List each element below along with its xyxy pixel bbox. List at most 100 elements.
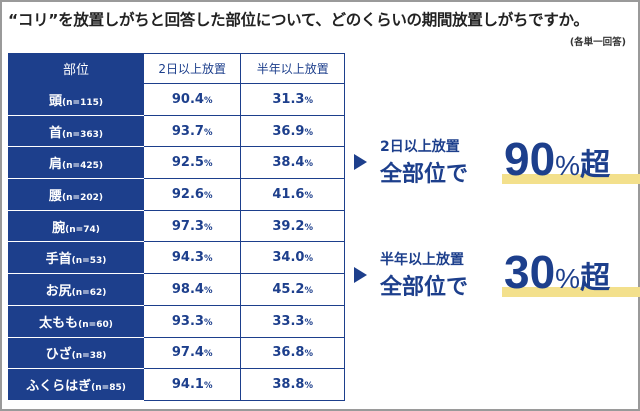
part-label: ふくらはぎ bbox=[26, 379, 92, 395]
part-label: お尻 bbox=[45, 283, 72, 299]
half-year-value: 36.9 bbox=[272, 123, 305, 139]
unit: % bbox=[304, 381, 313, 392]
half-year-value: 39.2 bbox=[272, 218, 305, 234]
two-day-cell: 93.3% bbox=[142, 304, 242, 338]
table-row: ふくらはぎ(n=85) 94.1% 38.8% bbox=[8, 368, 345, 401]
callout-scope: 全部位で bbox=[380, 162, 469, 187]
table-row: 肩(n=425) 92.5% 38.4% bbox=[8, 146, 345, 180]
triangle-arrow-icon bbox=[354, 267, 367, 283]
page-title: “コリ”を放置しがちと回答した部位について、どのくらいの期間放置しがちですか。 bbox=[8, 11, 589, 29]
table-row: 太もも(n=60) 93.3% 33.3% bbox=[8, 304, 345, 338]
sample-size: (n=53) bbox=[71, 256, 107, 267]
part-cell: 首(n=363) bbox=[8, 114, 144, 148]
table-row: 手首(n=53) 94.3% 34.0% bbox=[8, 241, 345, 275]
callout-figure: 30%超 bbox=[504, 249, 610, 295]
unit: % bbox=[203, 381, 213, 392]
two-day-value: 93.7 bbox=[171, 123, 204, 139]
unit: % bbox=[203, 254, 213, 265]
callout-scope: 全部位で bbox=[380, 275, 469, 300]
half-year-cell: 45.2% bbox=[240, 273, 345, 306]
part-label: 頭 bbox=[49, 93, 63, 109]
part-cell: ひざ(n=38) bbox=[8, 336, 144, 370]
part-cell: 太もも(n=60) bbox=[8, 304, 144, 338]
part-cell: 手首(n=53) bbox=[8, 241, 144, 275]
two-day-cell: 92.6% bbox=[142, 178, 242, 211]
half-year-value: 34.0 bbox=[272, 250, 305, 266]
table-row: 腕(n=74) 97.3% 39.2% bbox=[8, 209, 345, 243]
part-cell: ふくらはぎ(n=85) bbox=[8, 368, 144, 401]
two-day-value: 97.4 bbox=[171, 345, 204, 361]
unit: % bbox=[203, 190, 213, 201]
highlight-bar bbox=[502, 287, 640, 297]
part-label: 腰 bbox=[49, 188, 63, 204]
table-row: 首(n=363) 93.7% 36.9% bbox=[8, 114, 345, 148]
half-year-value: 38.8 bbox=[272, 377, 305, 393]
two-day-value: 93.3 bbox=[171, 313, 204, 329]
table-row: お尻(n=62) 98.4% 45.2% bbox=[8, 273, 345, 306]
column-header: 半年以上放置 bbox=[240, 53, 345, 84]
unit: % bbox=[203, 159, 213, 170]
part-label: 太もも bbox=[39, 315, 79, 331]
callout-over: 超 bbox=[580, 149, 611, 182]
part-cell: 腰(n=202) bbox=[8, 178, 144, 211]
half-year-cell: 39.2% bbox=[240, 209, 345, 243]
table-row: 頭(n=115) 90.4% 31.3% bbox=[8, 83, 345, 116]
half-year-cell: 33.3% bbox=[240, 304, 345, 338]
half-year-cell: 36.9% bbox=[240, 114, 345, 148]
two-day-value: 94.1 bbox=[171, 377, 204, 393]
two-day-cell: 97.4% bbox=[142, 336, 242, 370]
table-row: ひざ(n=38) 97.4% 36.8% bbox=[8, 336, 345, 370]
answer-note: (各単一回答) bbox=[569, 37, 626, 48]
two-day-cell: 97.3% bbox=[142, 209, 242, 243]
part-cell: 頭(n=115) bbox=[8, 83, 144, 116]
unit: % bbox=[203, 285, 213, 296]
unit: % bbox=[304, 95, 313, 106]
two-day-cell: 94.3% bbox=[142, 241, 242, 275]
callout-number: 90 bbox=[504, 133, 556, 185]
unit: % bbox=[203, 317, 213, 328]
unit: % bbox=[203, 127, 213, 138]
sample-size: (n=202) bbox=[62, 192, 103, 203]
half-year-value: 36.8 bbox=[272, 345, 305, 361]
half-year-value: 41.6 bbox=[272, 186, 305, 202]
column-header: 部位 bbox=[8, 53, 144, 84]
sample-size: (n=60) bbox=[78, 319, 113, 330]
half-year-cell: 34.0% bbox=[240, 241, 345, 275]
part-cell: お尻(n=62) bbox=[8, 273, 144, 306]
unit: % bbox=[304, 285, 313, 296]
sample-size: (n=74) bbox=[65, 224, 100, 235]
part-cell: 肩(n=425) bbox=[8, 146, 144, 180]
callout-number: 30 bbox=[504, 246, 556, 298]
part-cell: 腕(n=74) bbox=[8, 209, 144, 243]
two-day-value: 90.4 bbox=[171, 91, 204, 107]
triangle-arrow-icon bbox=[354, 154, 367, 170]
highlight-bar bbox=[502, 174, 640, 184]
part-label: ひざ bbox=[45, 347, 72, 363]
half-year-value: 31.3 bbox=[272, 91, 305, 107]
part-label: 腕 bbox=[52, 220, 66, 236]
part-label: 手首 bbox=[45, 252, 72, 268]
unit: % bbox=[304, 222, 313, 233]
half-year-value: 38.4 bbox=[272, 155, 305, 171]
two-day-cell: 92.5% bbox=[142, 146, 242, 180]
unit: % bbox=[203, 95, 213, 106]
callout-percent: % bbox=[555, 263, 581, 294]
unit: % bbox=[304, 159, 313, 170]
half-year-cell: 38.8% bbox=[240, 368, 345, 401]
unit: % bbox=[304, 254, 313, 265]
part-label: 肩 bbox=[49, 157, 63, 173]
two-day-value: 92.5 bbox=[171, 155, 204, 171]
unit: % bbox=[203, 222, 213, 233]
two-day-cell: 93.7% bbox=[142, 114, 242, 148]
two-day-cell: 98.4% bbox=[142, 273, 242, 306]
callout-percent: % bbox=[555, 150, 581, 181]
half-year-value: 33.3 bbox=[272, 313, 305, 329]
callout-period: 半年以上放置 bbox=[380, 252, 464, 268]
two-day-value: 92.6 bbox=[171, 186, 204, 202]
half-year-cell: 31.3% bbox=[240, 83, 345, 116]
two-day-cell: 90.4% bbox=[142, 83, 242, 116]
column-header: 2日以上放置 bbox=[142, 53, 242, 84]
two-day-value: 94.3 bbox=[171, 250, 204, 266]
unit: % bbox=[203, 349, 213, 360]
half-year-cell: 38.4% bbox=[240, 146, 345, 180]
